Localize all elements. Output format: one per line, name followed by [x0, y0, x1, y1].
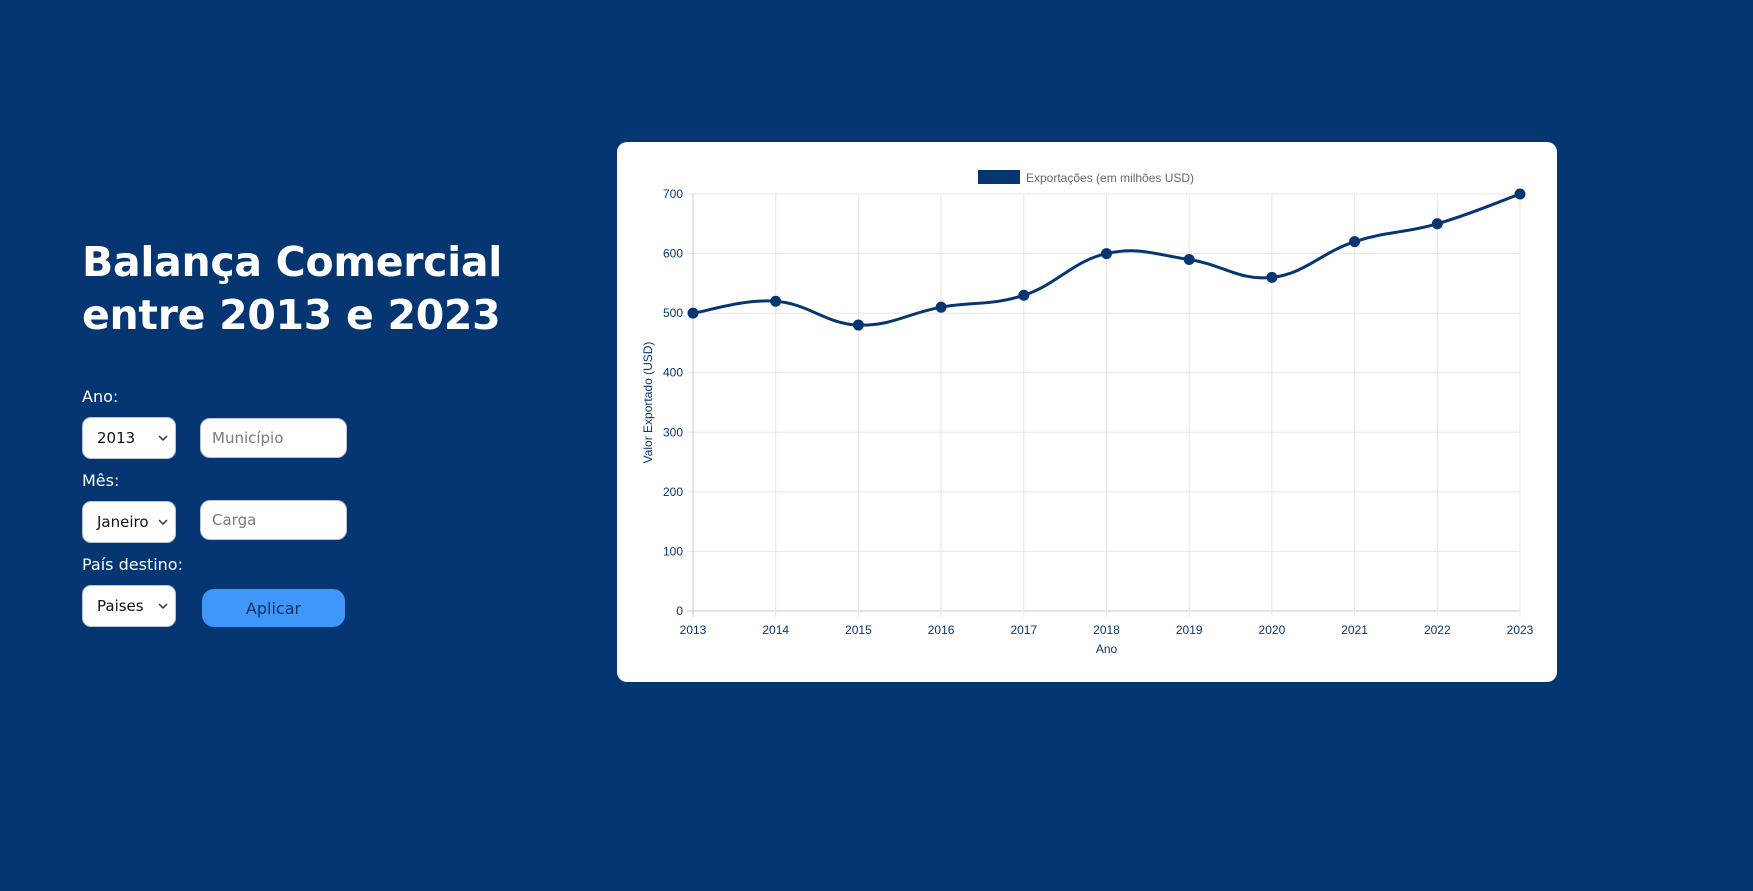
apply-button[interactable]: Aplicar — [202, 589, 345, 627]
x-tick-label: 2013 — [680, 623, 707, 637]
ano-select[interactable]: 2013 — [82, 417, 176, 459]
y-tick-label: 400 — [663, 366, 683, 380]
mes-select[interactable]: Janeiro — [82, 501, 176, 543]
page-title-line-1: Balança Comercial — [82, 238, 503, 286]
x-tick-label: 2015 — [845, 623, 872, 637]
x-tick-label: 2022 — [1424, 623, 1451, 637]
page-title-line-2: entre 2013 e 2023 — [82, 291, 501, 339]
data-point — [1101, 248, 1112, 260]
chart-card: 0 100 200 300 400 500 600 700 2013 2014 2015 2016 20… — [617, 142, 1557, 682]
carga-input[interactable] — [200, 500, 347, 540]
x-tick-label: 2021 — [1341, 623, 1368, 637]
pais-destino-select[interactable]: Paises — [82, 585, 176, 627]
y-tick-label: 600 — [663, 247, 683, 261]
data-point — [770, 295, 782, 307]
chevron-down-icon — [157, 432, 169, 444]
data-point — [1349, 236, 1361, 248]
municipio-input[interactable] — [200, 418, 347, 458]
legend-label: Exportações (em milhões USD) — [1026, 171, 1194, 185]
chevron-down-icon — [157, 600, 169, 612]
exports-line-chart: 0 100 200 300 400 500 600 700 2013 2014 2015 2016 20… — [641, 170, 1534, 656]
data-point — [687, 307, 699, 319]
x-tick-label: 2017 — [1010, 623, 1037, 637]
x-tick-label: 2023 — [1507, 623, 1534, 637]
x-tick-label: 2018 — [1093, 623, 1120, 637]
data-point — [1183, 254, 1195, 266]
pais-destino-label: País destino: — [82, 555, 183, 574]
y-axis-title: Valor Exportado (USD) — [641, 342, 655, 464]
x-tick-label: 2019 — [1176, 623, 1203, 637]
data-point — [1431, 218, 1443, 230]
x-tick-label: 2020 — [1259, 623, 1286, 637]
data-point — [935, 301, 947, 313]
chevron-down-icon — [157, 516, 169, 528]
data-point — [852, 319, 864, 331]
x-axis-title: Ano — [1096, 642, 1118, 656]
legend-swatch — [978, 170, 1020, 184]
data-point — [1514, 188, 1526, 200]
ano-label: Ano: — [82, 387, 119, 406]
y-tick-label: 100 — [663, 544, 683, 558]
y-tick-label: 700 — [663, 187, 683, 201]
data-point — [1018, 289, 1030, 301]
y-tick-label: 300 — [663, 425, 683, 439]
mes-select-value: Janeiro — [97, 513, 149, 531]
x-tick-label: 2016 — [928, 623, 955, 637]
ano-select-value: 2013 — [97, 429, 136, 447]
y-tick-label: 500 — [663, 306, 683, 320]
pais-destino-select-value: Paises — [97, 597, 144, 615]
x-tick-label: 2014 — [762, 623, 789, 637]
mes-label: Mês: — [82, 471, 120, 490]
page-title: Balança Comercial entre 2013 e 2023 — [82, 236, 502, 342]
data-point — [1266, 271, 1278, 283]
y-tick-label: 0 — [676, 604, 683, 618]
y-tick-label: 200 — [663, 485, 683, 499]
